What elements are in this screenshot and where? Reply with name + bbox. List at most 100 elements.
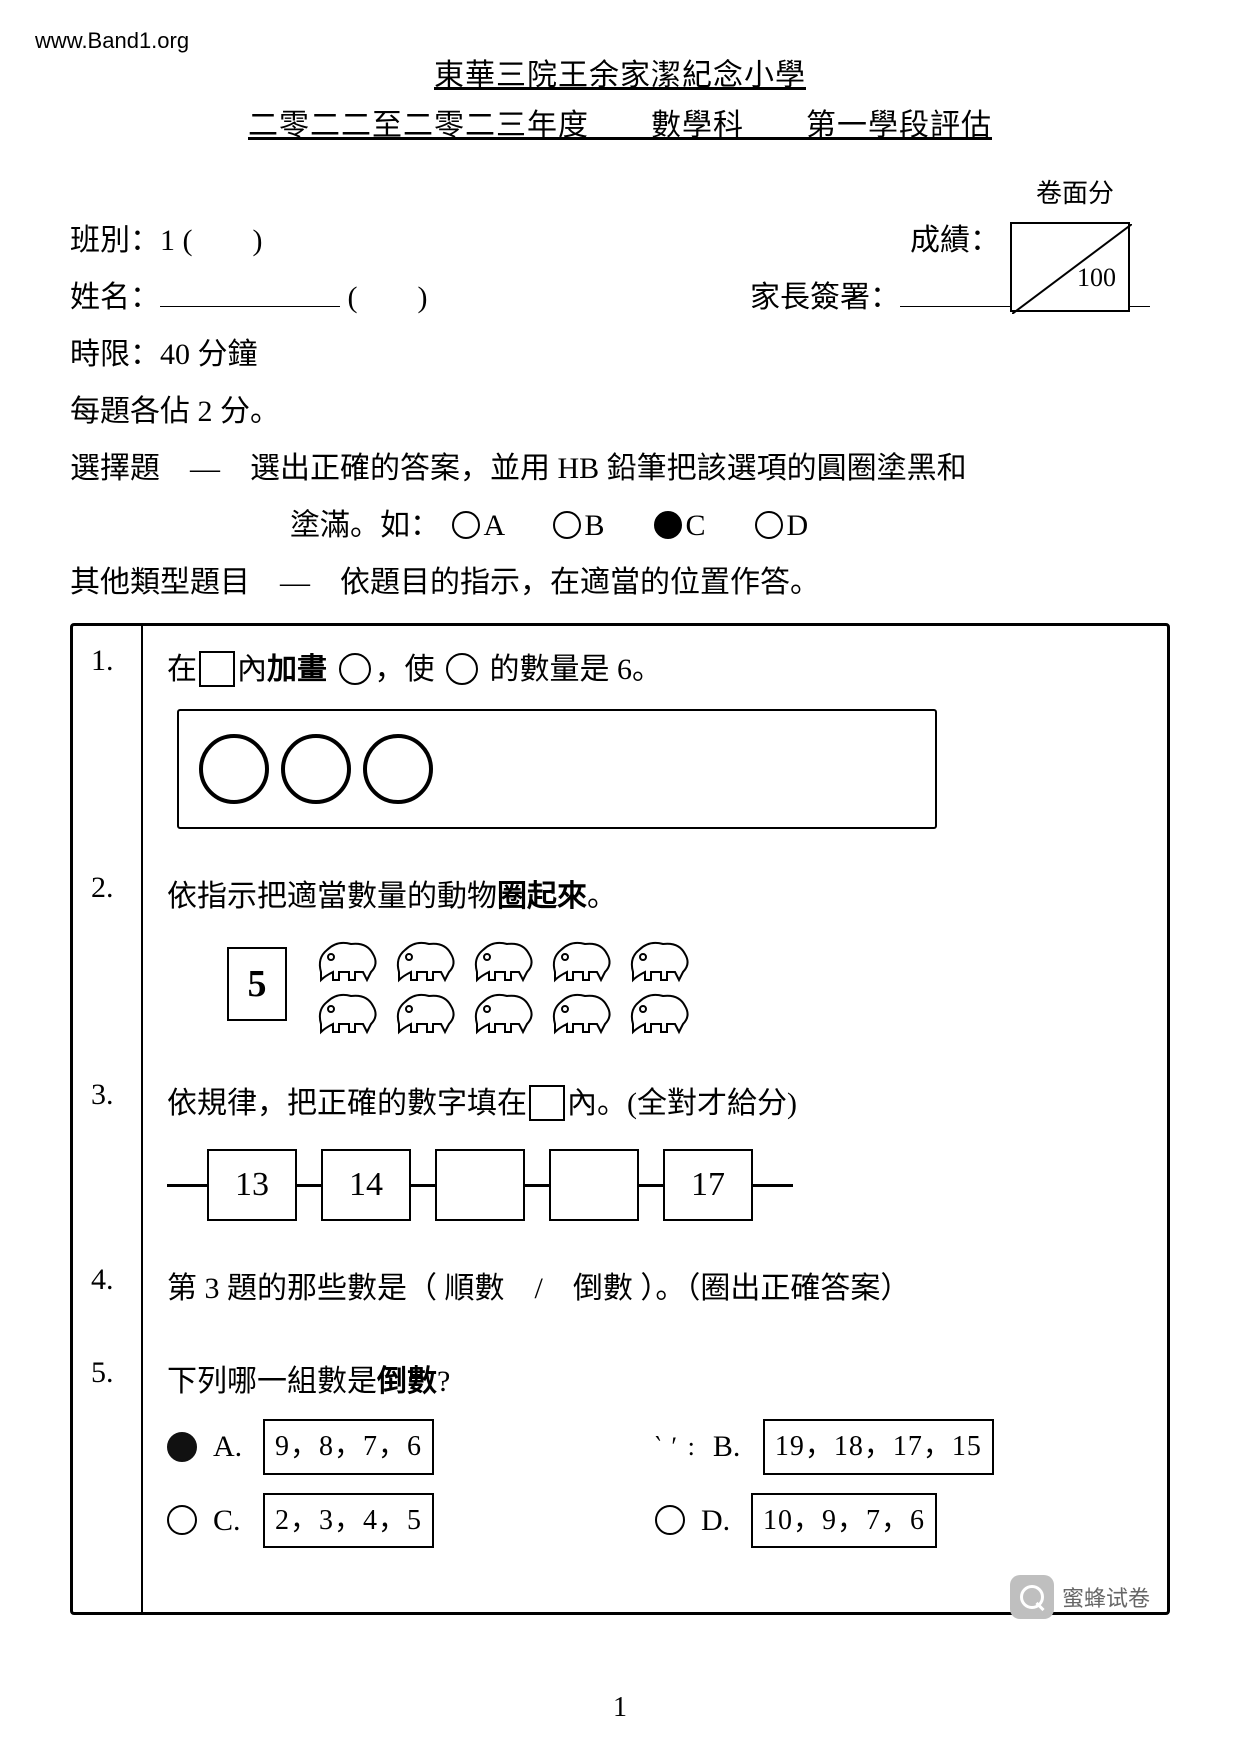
- radio-empty-icon: [655, 1505, 685, 1535]
- q1-circle-icon-2: [446, 653, 478, 685]
- seq-connector: [639, 1184, 663, 1187]
- seq-connector: [167, 1184, 207, 1187]
- q1-box-icon: [199, 651, 235, 687]
- opt-label: A.: [213, 1421, 247, 1472]
- q2-bold: 圈起來: [497, 880, 587, 913]
- seq-box-blank[interactable]: [435, 1149, 525, 1221]
- elephant-icon: [545, 932, 617, 984]
- mc-example-prefix: 塗滿。如：: [290, 509, 440, 542]
- mc-instruction-2: 塗滿。如： A B C D: [70, 497, 1170, 554]
- opt-label: D.: [701, 1495, 735, 1546]
- elephant-icon: [389, 984, 461, 1036]
- seq-box: 13: [207, 1149, 297, 1221]
- question-4: 4. 第 3 題的那些數是（ 順數 / 倒數 ）。（圈出正確答案）: [73, 1245, 1167, 1338]
- q1-body: 在 內加畫 ，使 的數量是 6。: [143, 626, 1167, 853]
- class-field: 班別：1 ( ): [70, 212, 750, 269]
- q5-opt-b[interactable]: ‵ ′ : B. 19，18，17，15: [655, 1419, 1143, 1475]
- q5-body: 下列哪一組數是倒數? A. 9，8，7，6 ‵ ′ : B. 19，18，17，…: [143, 1338, 1167, 1612]
- seq-connector: [525, 1184, 549, 1187]
- time-limit: 時限：40 分鐘: [70, 326, 1170, 383]
- q1-answer-box[interactable]: [177, 709, 937, 829]
- elephant-grid: [311, 932, 695, 1036]
- q5-opt-a[interactable]: A. 9，8，7，6: [167, 1419, 655, 1475]
- question-3: 3. 依規律，把正確的數字填在內。(全對才給分) 13 14 17: [73, 1060, 1167, 1245]
- question-2: 2. 依指示把適當數量的動物圈起來。 5: [73, 853, 1167, 1060]
- seq-box-blank[interactable]: [549, 1149, 639, 1221]
- opt-value: 9，8，7，6: [263, 1419, 434, 1475]
- footer-brand-text: 蜜蜂试卷: [1062, 1581, 1150, 1613]
- name-paren: ( ): [348, 281, 428, 314]
- q4-body: 第 3 題的那些數是（ 順數 / 倒數 ）。（圈出正確答案）: [143, 1245, 1167, 1338]
- circle-shape: [199, 734, 269, 804]
- score-box-container: 卷面分 100: [1010, 169, 1140, 312]
- q5-opt-c[interactable]: C. 2，3，4，5: [167, 1493, 655, 1549]
- elephant-icon: [467, 984, 539, 1036]
- q5-number: 5.: [73, 1338, 143, 1612]
- exam-title: 二零二二至二零二三年度 數學科 第一學段評估: [248, 100, 992, 144]
- exam-page: www.Band1.org 東華三院王余家潔紀念小學 二零二二至二零二三年度 數…: [0, 0, 1240, 1754]
- q1-circle-icon-1: [339, 653, 371, 685]
- q5-bold: 倒數: [377, 1365, 437, 1398]
- elephant-icon: [311, 932, 383, 984]
- q3-number: 3.: [73, 1060, 143, 1245]
- page-number: 1: [0, 1692, 1240, 1724]
- points-per-q: 每題各佔 2 分。: [70, 383, 1170, 440]
- q3-body: 依規律，把正確的數字填在內。(全對才給分) 13 14 17: [143, 1060, 1167, 1245]
- opt-letter-d: D: [787, 509, 809, 542]
- example-circle-d: [755, 511, 783, 539]
- elephant-icon: [623, 932, 695, 984]
- circle-shape: [281, 734, 351, 804]
- q1-text-d: 的數量是 6。: [490, 653, 663, 686]
- q1-number: 1.: [73, 626, 143, 853]
- q1-text-a: 在: [167, 653, 197, 686]
- q2-text-a: 依指示把適當數量的動物: [167, 880, 497, 913]
- q2-body: 依指示把適當數量的動物圈起來。 5: [143, 853, 1167, 1060]
- opt-value: 2，3，4，5: [263, 1493, 434, 1549]
- circle-shape: [363, 734, 433, 804]
- q1-text-c: ，使: [375, 653, 435, 686]
- radio-filled-icon: [167, 1432, 197, 1462]
- seq-connector: [297, 1184, 321, 1187]
- q2-count-box: 5: [227, 947, 287, 1021]
- elephant-icon: [545, 984, 617, 1036]
- question-5: 5. 下列哪一組數是倒數? A. 9，8，7，6 ‵ ′ : B. 19，18，…: [73, 1338, 1167, 1612]
- radio-empty-icon: [167, 1505, 197, 1535]
- seq-connector: [411, 1184, 435, 1187]
- example-circle-a: [452, 511, 480, 539]
- seq-box: 14: [321, 1149, 411, 1221]
- question-1: 1. 在 內加畫 ，使 的數量是 6。: [73, 626, 1167, 853]
- q5-options: A. 9，8，7，6 ‵ ′ : B. 19，18，17，15 C. 2，3，4…: [167, 1419, 1143, 1548]
- elephant-icon: [311, 984, 383, 1036]
- score-box: 100: [1010, 222, 1130, 312]
- q3-text-b: 內。(全對才給分): [567, 1087, 797, 1120]
- seq-connector: [753, 1184, 793, 1187]
- score-label: 卷面分: [1010, 169, 1140, 218]
- opt-label: B.: [713, 1421, 747, 1472]
- example-circle-b: [553, 511, 581, 539]
- opt-letter-b: B: [585, 509, 605, 542]
- q5-text-a: 下列哪一組數是: [167, 1365, 377, 1398]
- mc-instruction-1: 選擇題 — 選出正確的答案，並用 HB 鉛筆把該選項的圓圈塗黑和: [70, 440, 1170, 497]
- score-total: 100: [1077, 253, 1116, 302]
- opt-value: 19，18，17，15: [763, 1419, 994, 1475]
- elephant-icon: [623, 984, 695, 1036]
- magnifier-icon: [1010, 1575, 1054, 1619]
- exam-frame: 1. 在 內加畫 ，使 的數量是 6。 2. 依指示把適當數量的動物圈起來。 5: [70, 623, 1170, 1615]
- q3-box-icon: [529, 1085, 565, 1121]
- header-meta: 卷面分 100 班別：1 ( ) 成績： 姓名： ( ) 家長簽署： 時限：40…: [70, 174, 1170, 440]
- q5-text-b: ?: [437, 1365, 450, 1398]
- footer-brand: 蜜蜂试卷: [1010, 1575, 1150, 1619]
- q4-text: 第 3 題的那些數是（ 順數 / 倒數 ）。（圈出正確答案）: [167, 1272, 910, 1305]
- q2-text-b: 。: [587, 880, 617, 913]
- opt-letter-a: A: [484, 509, 504, 542]
- q2-number: 2.: [73, 853, 143, 1060]
- parent-sig-label: 家長簽署：: [750, 281, 900, 314]
- q1-bold: 加畫: [267, 653, 327, 686]
- name-field: 姓名： ( ): [70, 269, 750, 326]
- title-block: 東華三院王余家潔紀念小學 二零二二至二零二三年度 數學科 第一學段評估: [70, 50, 1170, 144]
- q2-animals[interactable]: 5: [227, 932, 1143, 1036]
- q3-sequence[interactable]: 13 14 17: [167, 1149, 1143, 1221]
- q1-text-b: 內: [237, 653, 267, 686]
- q5-opt-d[interactable]: D. 10，9，7，6: [655, 1493, 1143, 1549]
- name-blank[interactable]: [160, 281, 340, 307]
